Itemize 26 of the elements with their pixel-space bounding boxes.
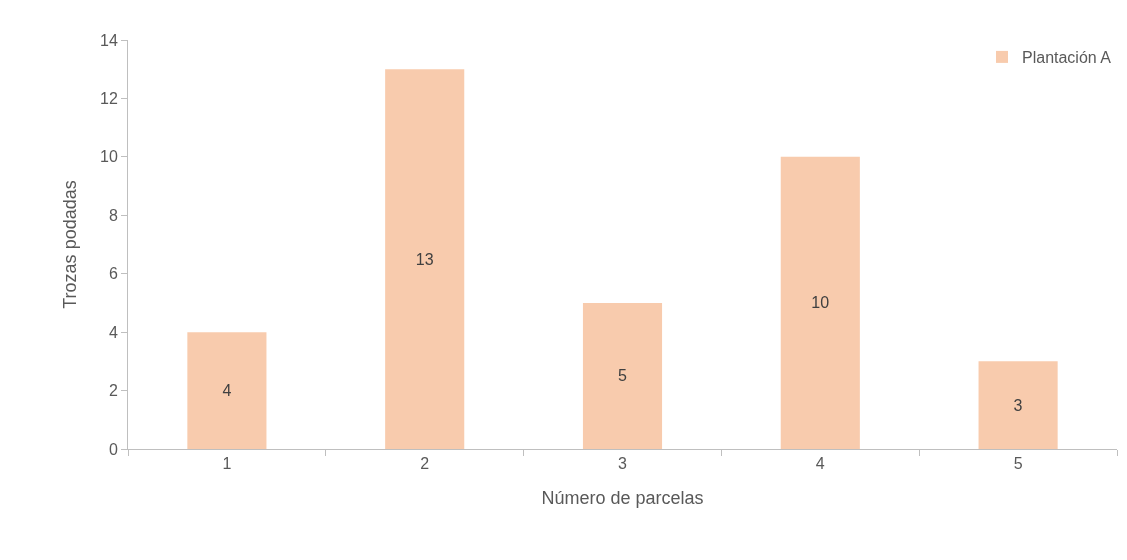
y-tick-label: 8 — [108, 206, 118, 224]
y-tick-label: 4 — [108, 323, 118, 341]
data-label: 5 — [618, 367, 627, 385]
data-label: 3 — [1013, 396, 1023, 414]
data-label: 10 — [811, 294, 830, 312]
y-tick-label: 6 — [108, 265, 118, 283]
y-axis-title: Trozas podadas — [60, 180, 81, 309]
y-tick-label: 12 — [100, 90, 118, 108]
y-tick-label: 10 — [100, 148, 118, 166]
bar — [978, 361, 1058, 449]
bar — [187, 332, 267, 449]
bar — [385, 69, 465, 449]
y-tick-label: 0 — [108, 440, 118, 458]
x-tick-label: 1 — [222, 455, 232, 473]
legend-label: Plantación A — [1022, 49, 1112, 67]
data-label: 4 — [222, 382, 232, 400]
bar — [780, 156, 860, 449]
data-label: 13 — [415, 250, 434, 268]
x-axis-title: Número de parcelas — [541, 488, 704, 509]
x-tick-label: 5 — [1013, 455, 1023, 473]
y-tick-label: 14 — [100, 31, 118, 49]
bar — [582, 302, 663, 449]
x-tick-label: 4 — [815, 455, 825, 473]
x-tick-label: 2 — [420, 455, 430, 473]
y-tick-label: 2 — [108, 382, 118, 400]
x-tick-label: 3 — [618, 455, 628, 473]
